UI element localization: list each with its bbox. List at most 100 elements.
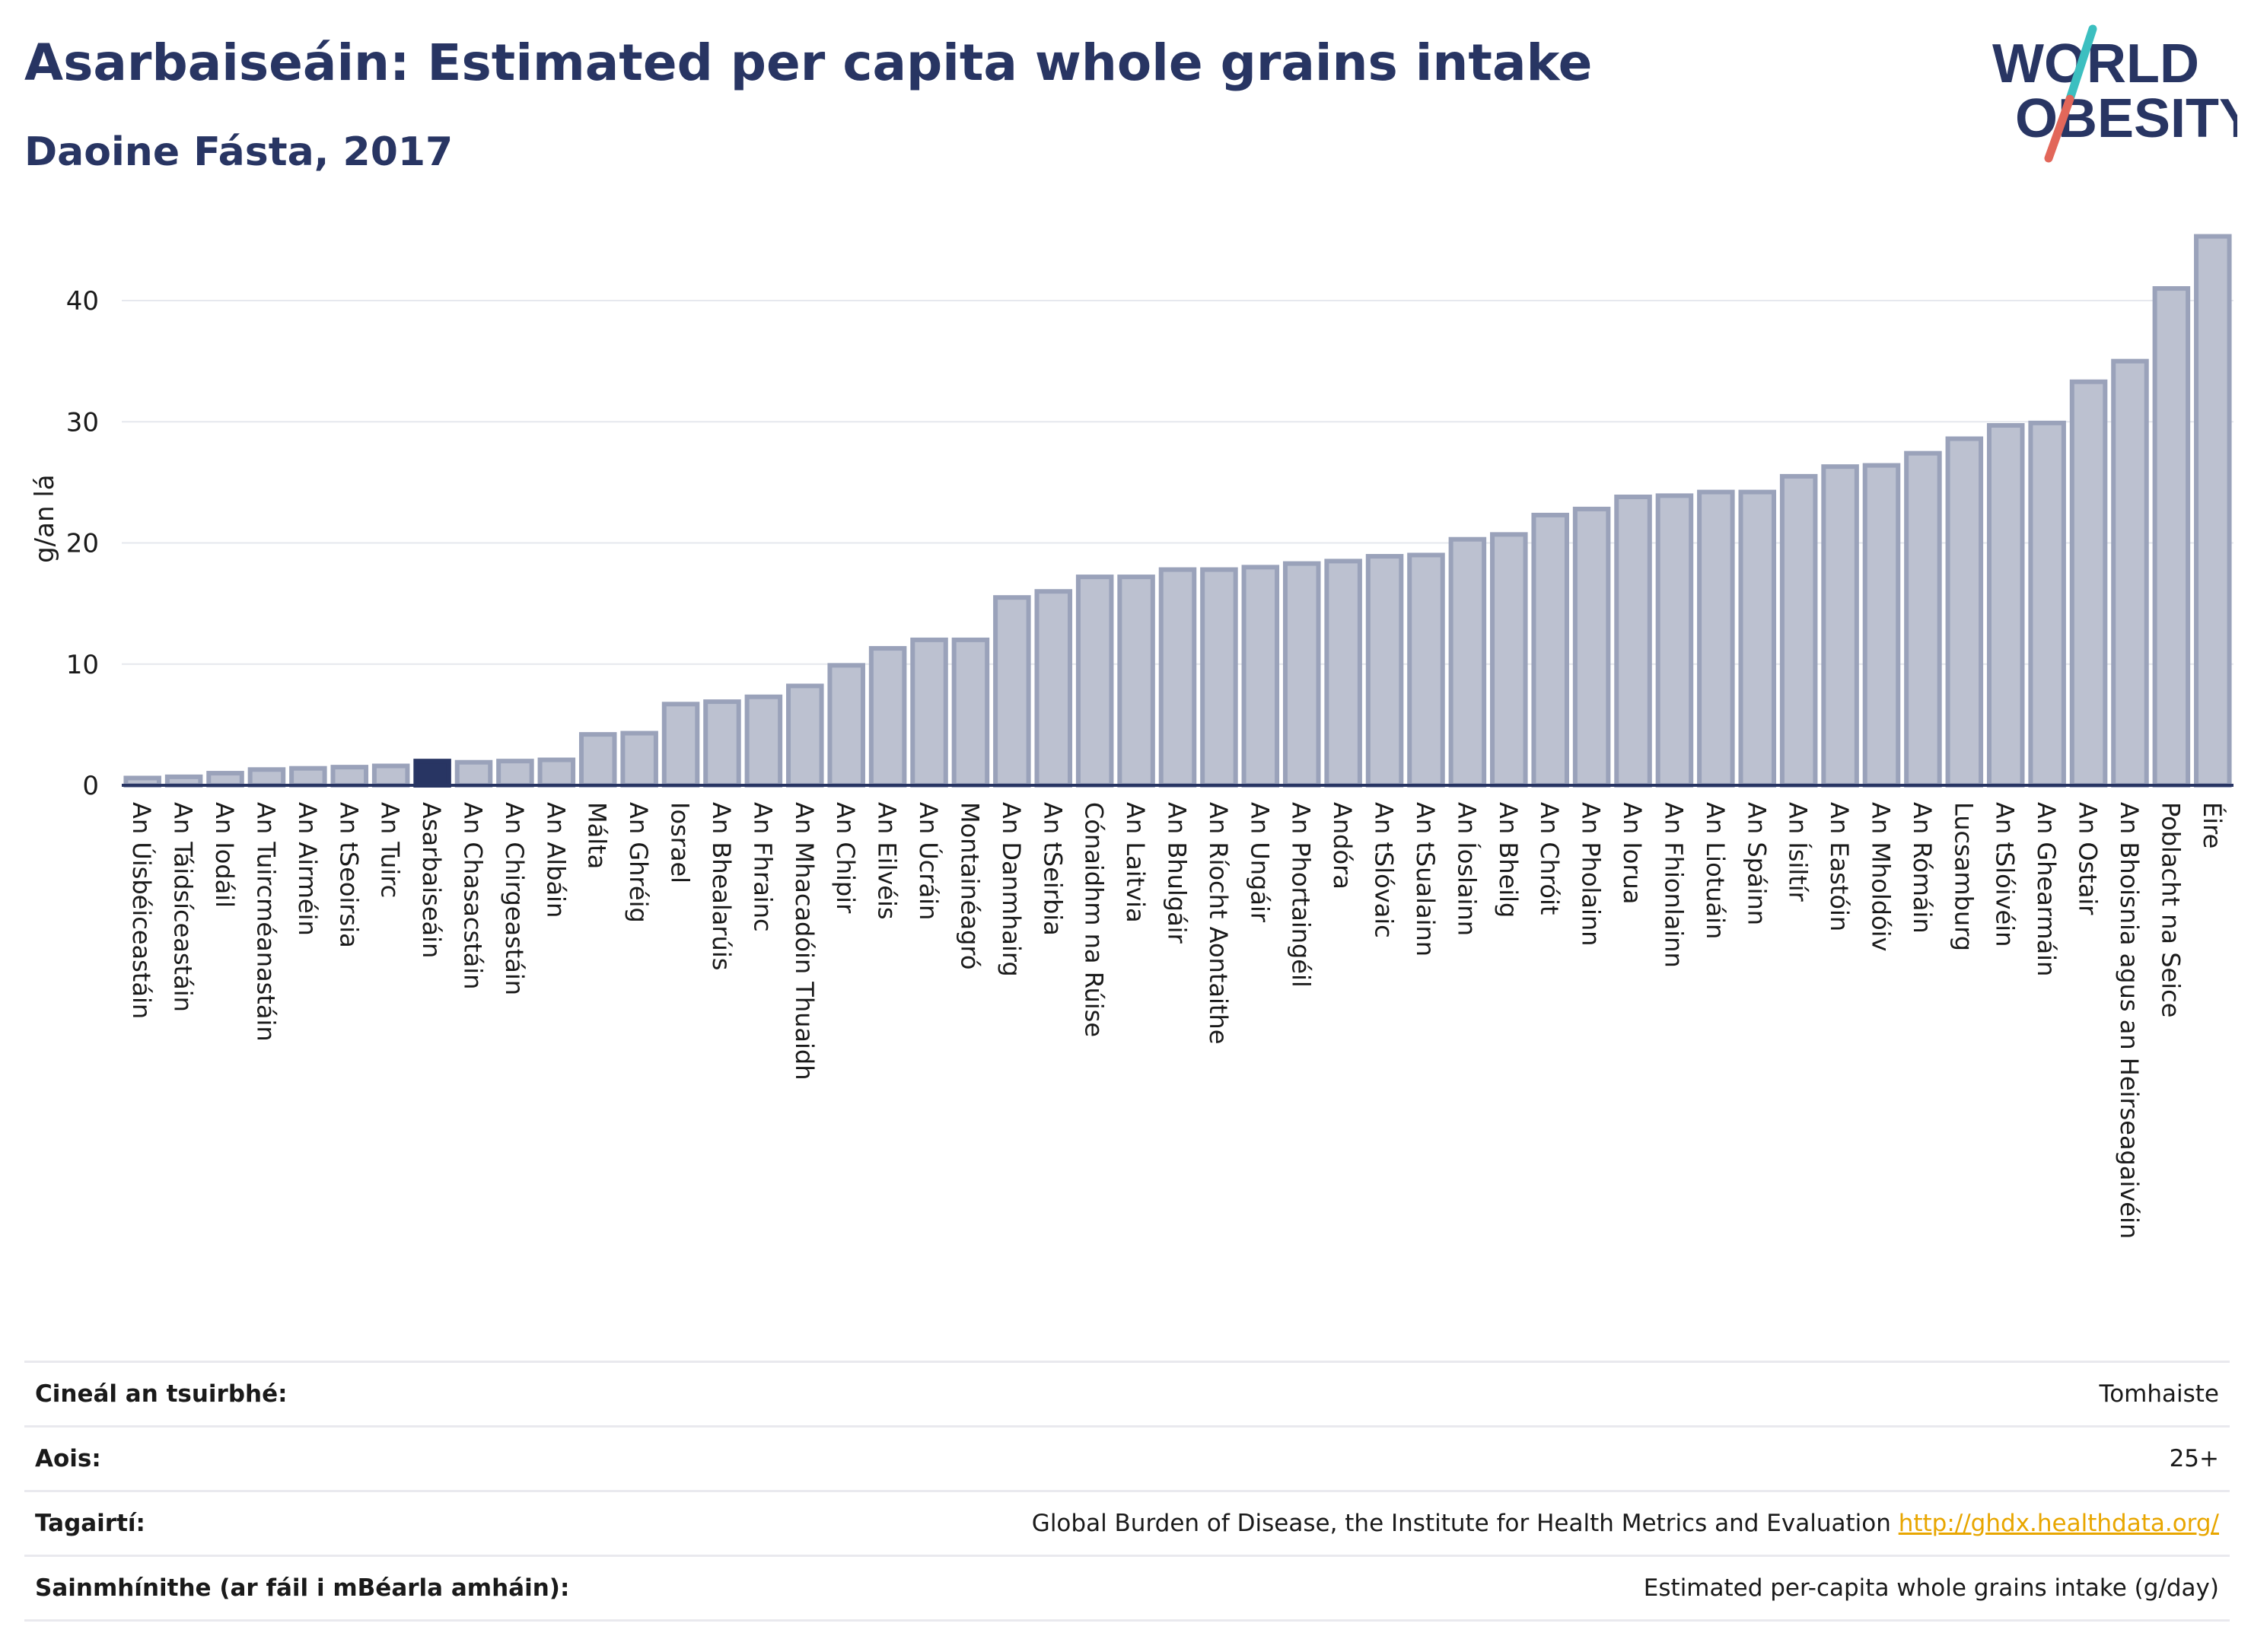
x-tick-label: An Tuircméanastáin <box>251 802 280 1042</box>
x-tick-label: An Mholdóiv <box>1867 802 1896 951</box>
reference-link[interactable]: http://ghdx.healthdata.org/ <box>1898 1510 2219 1537</box>
bar[interactable] <box>1572 506 1611 788</box>
x-tick-label: An tSeirbia <box>1038 802 1067 936</box>
bar[interactable] <box>1200 567 1238 788</box>
x-tick-label: An Bhealarúis <box>707 802 736 970</box>
bar[interactable] <box>910 637 948 788</box>
x-tick-label: Poblacht na Seice <box>2156 802 2185 1017</box>
bar[interactable] <box>1862 463 1901 788</box>
x-tick-label: An tSlóvaic <box>1370 802 1399 938</box>
bar[interactable] <box>2069 379 2108 788</box>
chart-subtitle: Daoine Fásta, 2017 <box>24 129 454 175</box>
x-tick-label: An Fhionlainn <box>1659 802 1688 968</box>
reference-text: Global Burden of Disease, the Institute … <box>1031 1510 1891 1537</box>
bar[interactable] <box>371 763 410 788</box>
bar-chart: 0 10 20 30 40 An Úisbéiceastáin An Táidsíceas… <box>30 234 2233 1239</box>
x-tick-label: Lucsamburg <box>1949 802 1978 951</box>
bar[interactable] <box>2028 420 2066 788</box>
bar[interactable] <box>1490 532 1528 788</box>
x-tick-label: An Eastóin <box>1825 802 1854 931</box>
x-tick-label: An Iorua <box>1618 802 1647 904</box>
bar[interactable] <box>289 766 327 788</box>
bar[interactable] <box>1904 450 1942 788</box>
info-row-definitions: Sainmhínithe (ar fáil i mBéarla amháin):… <box>24 1555 2230 1622</box>
x-tick-label: Iosrael <box>666 802 695 883</box>
bar[interactable] <box>1407 552 1445 788</box>
bar[interactable] <box>1241 565 1280 788</box>
bar[interactable] <box>1282 561 1321 788</box>
x-tick-label: Andóra <box>1328 802 1357 890</box>
x-tick-label: Cónaidhm na Rúise <box>1080 802 1109 1037</box>
bar[interactable] <box>1738 489 1777 788</box>
bar[interactable] <box>1365 554 1404 788</box>
bar[interactable] <box>2111 358 2149 788</box>
x-tick-label: An Ísiltír <box>1784 802 1813 902</box>
bar[interactable] <box>1075 575 1114 788</box>
logo-slash-top <box>2065 24 2097 103</box>
y-tick-label: 30 <box>66 407 99 438</box>
bar[interactable] <box>703 699 741 788</box>
x-tick-label: An Iodáil <box>210 802 239 908</box>
info-row-survey-type: Cineál an tsuirbhé: Tomhaiste <box>24 1361 2230 1425</box>
bar[interactable] <box>620 731 658 788</box>
x-tick-label: An Ungáir <box>1245 802 1274 923</box>
y-tick-label: 40 <box>66 286 99 317</box>
bar[interactable] <box>1614 494 1652 788</box>
x-tick-label: An Bheilg <box>1494 802 1523 918</box>
bar[interactable] <box>454 759 493 788</box>
bar[interactable] <box>1655 493 1694 788</box>
bar[interactable] <box>786 683 824 788</box>
x-tick-label: Málta <box>583 802 612 869</box>
bar[interactable] <box>330 765 369 788</box>
info-value-references: Global Burden of Disease, the Institute … <box>1032 1510 2230 1537</box>
bar[interactable] <box>2194 234 2232 788</box>
bar[interactable] <box>1531 512 1569 788</box>
x-tick-label: Éire <box>2198 802 2227 848</box>
bar[interactable] <box>1821 464 1859 788</box>
bar[interactable] <box>661 702 700 788</box>
x-tick-label: An Ostair <box>2074 802 2103 915</box>
bar[interactable] <box>1034 589 1073 788</box>
bars <box>123 234 2232 788</box>
bar[interactable] <box>578 732 617 788</box>
bar[interactable] <box>868 646 907 788</box>
x-tick-label: An Bhulgáir <box>1163 802 1192 944</box>
info-label: Cineál an tsuirbhé: <box>35 1380 288 1408</box>
bar[interactable] <box>744 694 783 788</box>
x-tick-label: Asarbaiseáin <box>417 802 446 958</box>
bar[interactable] <box>206 771 244 788</box>
y-axis-label: g/an lá <box>30 474 60 563</box>
bar[interactable] <box>1324 559 1362 788</box>
bar[interactable] <box>993 595 1031 788</box>
x-tick-label: An Úisbéiceastáin <box>127 802 157 1019</box>
world-obesity-logo[interactable]: WORLD OBESITY <box>1979 23 2237 167</box>
bar[interactable] <box>247 767 286 788</box>
x-axis-labels: An Úisbéiceastáin An Táidsíceastáin An Iod… <box>127 802 2227 1239</box>
bar[interactable] <box>1779 473 1818 788</box>
x-tick-label: An Chasacstáin <box>459 802 488 989</box>
bar[interactable] <box>496 759 534 788</box>
y-tick-label: 20 <box>66 529 99 559</box>
info-value: Tomhaiste <box>2099 1380 2219 1408</box>
bar[interactable] <box>2152 286 2191 788</box>
x-tick-label: An Fhrainc <box>748 802 777 932</box>
x-tick-label: An Eilvéis <box>873 802 902 920</box>
x-tick-label: An Spáinn <box>1742 802 1771 925</box>
chart-title: Asarbaiseáin: Estimated per capita whole… <box>24 33 1593 92</box>
bar[interactable] <box>1945 436 1984 788</box>
bar[interactable] <box>1448 536 1487 788</box>
bar[interactable] <box>951 637 990 788</box>
bar[interactable] <box>827 663 865 788</box>
bar[interactable] <box>1697 489 1735 788</box>
bar[interactable] <box>1986 423 2025 788</box>
bar[interactable] <box>1117 575 1155 788</box>
bar-highlighted[interactable] <box>413 759 451 788</box>
x-tick-label: An Ghréig <box>624 802 653 923</box>
x-tick-label: An Íoslainn <box>1452 802 1481 936</box>
info-table: Cineál an tsuirbhé: Tomhaiste Aois: 25+ … <box>24 1361 2230 1622</box>
bar[interactable] <box>1158 567 1197 788</box>
x-tick-label: An Liotuáin <box>1701 802 1730 939</box>
x-tick-label: An Danmhairg <box>997 802 1026 977</box>
x-tick-label: An Airméin <box>293 802 322 936</box>
bar[interactable] <box>537 757 576 788</box>
